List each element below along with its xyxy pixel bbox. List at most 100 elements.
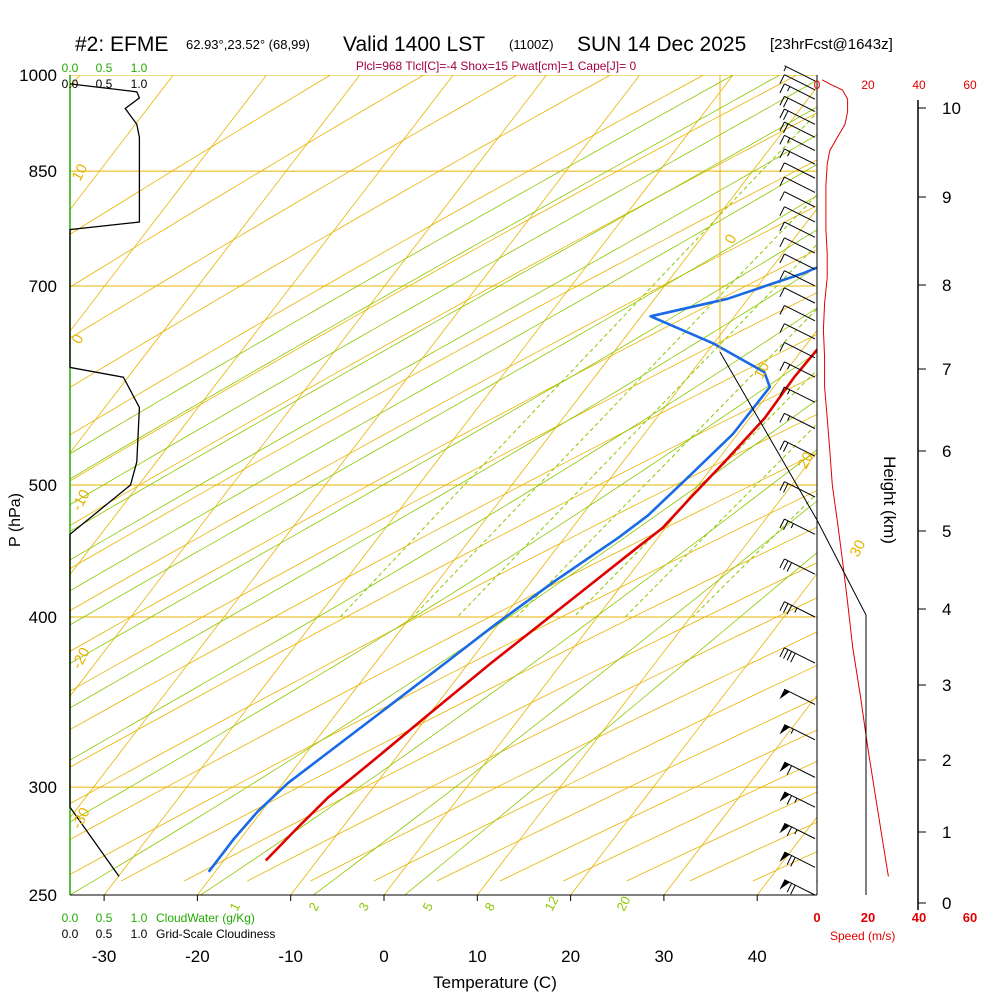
wind-barb xyxy=(779,601,816,618)
wind-barb xyxy=(779,647,816,664)
moist-adiabat xyxy=(70,399,817,895)
mixing-ratio-line xyxy=(516,308,817,618)
wind-barb-flag xyxy=(779,108,785,119)
moist-adiabat xyxy=(70,79,817,506)
temperature-tick-label: -10 xyxy=(278,947,303,966)
speed-tick-top: 0 xyxy=(814,78,821,92)
wind-barb-shaft xyxy=(784,191,816,208)
wind-barb-flag xyxy=(783,560,789,570)
dry-adiabat xyxy=(70,75,798,482)
temperature-surface-marker xyxy=(994,77,1000,84)
mixing-ratio-line xyxy=(412,194,817,618)
wind-barb-shaft xyxy=(784,323,816,340)
isotherm-line xyxy=(663,694,817,895)
wind-barb-shaft xyxy=(784,879,816,896)
wind-barb xyxy=(779,822,816,840)
wind-speed-line xyxy=(821,79,889,877)
indices-line: Plcl=968 Tlcl[C]=-4 Shox=15 Pwat[cm]=1 C… xyxy=(356,59,637,73)
wind-barb-flag xyxy=(779,342,785,352)
isotherm-line xyxy=(70,75,454,576)
wind-barb-shaft xyxy=(784,74,816,91)
moist-adiabat xyxy=(70,266,817,709)
dry-adiabat xyxy=(70,249,817,652)
moist-adiabat xyxy=(404,552,817,895)
labels: #2: EFME 62.93°,23.52° (68,99) Valid 140… xyxy=(7,33,899,992)
isotherm-label: 30 xyxy=(847,537,870,560)
wind-barb-shaft xyxy=(784,237,816,254)
wind-barb xyxy=(783,65,816,82)
wind-barb xyxy=(779,386,816,403)
dry-adiabat xyxy=(120,526,817,882)
dry-adiabat xyxy=(70,75,424,288)
wind-barb-half-flag xyxy=(787,389,791,395)
wind-barb-flag xyxy=(779,135,785,145)
wind-barb-flag xyxy=(779,647,785,658)
wind-barb-flag xyxy=(790,857,796,867)
wind-barb-half-flag xyxy=(790,523,794,529)
temperature-tick-label: -30 xyxy=(92,947,117,966)
height-tick-label: 3 xyxy=(942,676,951,695)
isotherm-line xyxy=(290,208,817,895)
wind-barb xyxy=(779,323,816,340)
wind-barb-flag xyxy=(779,176,785,187)
wind-barb-half-flag xyxy=(794,797,798,803)
speed-tick-top: 20 xyxy=(861,78,875,92)
dry-adiabat xyxy=(247,597,817,882)
dry-adiabat xyxy=(70,452,817,841)
mixing-ratio-line xyxy=(573,369,817,618)
wind-barb-flag xyxy=(779,191,785,201)
wind-barb xyxy=(779,724,816,741)
wind-barb-shaft xyxy=(784,440,816,457)
moist-adiabat xyxy=(70,75,780,480)
station-title: #2: EFME xyxy=(75,33,168,56)
height-tick-label: 9 xyxy=(942,188,951,207)
isotherm-line xyxy=(70,75,267,332)
wind-barb-half-flag xyxy=(790,728,794,734)
wind-barb xyxy=(779,688,816,705)
temperature-tick-label: 20 xyxy=(561,947,580,966)
height-tick-label: 5 xyxy=(942,522,951,541)
cloud-panel: 0.00.00.50.51.01.00.00.00.50.51.01.0 xyxy=(62,61,148,941)
wind-barb-shaft xyxy=(784,791,816,808)
wind-barb-flag xyxy=(783,520,789,531)
forecast-run: [23hrFcst@1643z] xyxy=(770,36,893,53)
wind-barb xyxy=(779,191,816,208)
temperature-tick-label: 30 xyxy=(654,947,673,966)
wind-barb-shaft xyxy=(784,518,816,535)
height-tick-label: 2 xyxy=(942,751,951,770)
wind-barb xyxy=(779,148,816,165)
mixing-ratio-label: 2 xyxy=(305,900,322,913)
wind-barb xyxy=(779,221,816,238)
height-tick-label: 1 xyxy=(942,823,951,842)
wind-barb-flag xyxy=(786,605,793,615)
cloud-water-tick-top: 0.0 xyxy=(62,61,79,75)
pressure-tick-label: 400 xyxy=(29,608,57,627)
mixing-ratio-label: 5 xyxy=(419,900,436,913)
wind-panel: 0 1 2 3 4 5 6 7 8 9 10 0 0 20 20 40 40 60 60 xyxy=(719,65,977,925)
wind-barb-flag xyxy=(786,795,793,805)
wind-barb-flag xyxy=(779,270,785,280)
dry-adiabat xyxy=(815,880,817,882)
wind-barb-flag xyxy=(783,483,789,493)
cloudiness-tick-bottom: 0.0 xyxy=(62,927,79,941)
dry-adiabat xyxy=(70,374,817,768)
wind-barb-flag xyxy=(779,287,785,298)
wind-barb-flag xyxy=(783,97,789,108)
isotherm-label: -30 xyxy=(69,805,94,832)
sounding-curves xyxy=(207,77,1000,873)
isotherm-line xyxy=(103,75,734,895)
dry-adiabat xyxy=(310,631,817,882)
wind-barb-shaft xyxy=(784,253,816,270)
wind-barb-flag xyxy=(779,121,785,132)
height-axis-label: Height (km) xyxy=(880,456,899,544)
wind-barb-pennant xyxy=(779,879,790,890)
cloud-water-tick-bottom: 0.5 xyxy=(96,911,113,925)
wind-barb-shaft xyxy=(784,412,816,430)
mixing-ratio-line xyxy=(624,423,817,618)
dry-adiabat xyxy=(436,697,817,882)
wind-barb-flag xyxy=(779,83,785,94)
wind-barb-flag xyxy=(783,123,789,134)
wind-barb-half-flag xyxy=(787,137,791,143)
mixing-ratio-line xyxy=(339,112,817,618)
